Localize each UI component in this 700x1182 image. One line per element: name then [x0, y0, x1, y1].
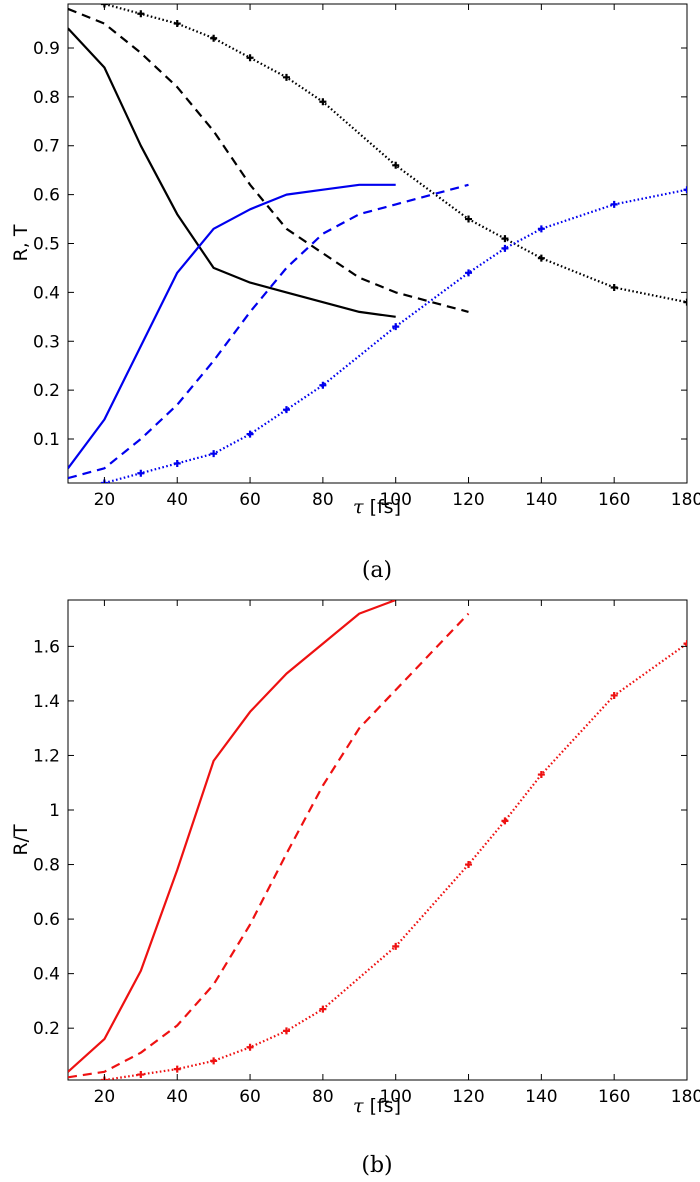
- panel-a-series-2-marker-1: [137, 10, 145, 18]
- panel-b: 20 40 60 80 100 120 140 160 180 0.2 0.4 0.6 0.8 1 1.2…: [10, 599, 700, 1178]
- panel-b-xtick-label-0: 20: [94, 1087, 116, 1107]
- panel-a-series-2-marker-6: [319, 98, 327, 106]
- panel-b-frame: [67, 599, 688, 1081]
- panel-b-ytick-label-2: 0.6: [33, 910, 60, 930]
- panel-b-ytick-label-5: 1.2: [33, 746, 60, 766]
- panel-a-series-2-marker-5: [282, 73, 290, 81]
- panel-b-series-2-marker-4: [246, 1043, 254, 1051]
- panel-b-series-2-marker-10: [537, 771, 545, 779]
- panel-a-series-4-line: [68, 183, 469, 480]
- panel-b-xtick-label-8: 180: [671, 1087, 700, 1107]
- panel-a-ytick-label-3: 0.4: [33, 283, 60, 303]
- panel-a-series-5-marker-11: [610, 200, 618, 208]
- panel-b-series-0-line: [68, 600, 397, 1073]
- panel-a-xtick-label-5: 120: [452, 490, 484, 510]
- panel-b-series: [68, 600, 687, 1080]
- panel-a-xtick-label-7: 160: [598, 490, 630, 510]
- panel-a-ytick-label-4: 0.5: [33, 235, 60, 255]
- panel-a-series-5-marker-7: [392, 323, 400, 331]
- panel-a-series-5-marker-5: [282, 406, 290, 414]
- panel-a-series-2-marker-4: [246, 54, 254, 62]
- panel-a-series-5-marker-2: [173, 459, 181, 467]
- panel-a-series-2-marker-9: [501, 235, 509, 243]
- panel-b-xlabel: τ [fs]: [353, 1095, 401, 1117]
- panel-a-ytick-label-2: 0.3: [33, 332, 60, 352]
- panel-b-series-2-marker-7: [392, 942, 400, 950]
- panel-a-series-5-marker-12: [683, 186, 687, 194]
- panel-a-series-2-marker-11: [610, 283, 618, 291]
- panel-b-ytick-label-1: 0.4: [33, 965, 60, 985]
- panel-b-ytick-label-0: 0.2: [33, 1019, 60, 1039]
- panel-b-series-2-marker-12: [683, 640, 687, 648]
- panel-a-series-2-marker-10: [537, 254, 545, 262]
- panel-b-xtick-label-4: 100: [379, 1087, 411, 1107]
- panel-a-ytick-label-6: 0.7: [33, 137, 60, 157]
- panel-a-series-0-line: [68, 27, 396, 318]
- panel-a-ytick-label-7: 0.8: [33, 88, 60, 108]
- panel-b-ytick-label-3: 0.8: [33, 856, 60, 876]
- panel-b-xtick-label-6: 140: [525, 1087, 557, 1107]
- panel-a-series-3-line: [68, 183, 396, 469]
- panel-b-series-2-marker-5: [282, 1027, 290, 1035]
- panel-b-series-2-marker-3: [210, 1057, 218, 1065]
- panel-b-xtick-label-7: 160: [598, 1087, 630, 1107]
- panel-a-series: [68, 4, 687, 483]
- panel-a-xtick-label-2: 60: [239, 490, 261, 510]
- panel-b-ytick-label-4: 1: [49, 801, 60, 821]
- panel-a-series-2-marker-2: [173, 20, 181, 28]
- panel-b-xtick-label-3: 80: [312, 1087, 334, 1107]
- panel-b-series-2-marker-9: [501, 817, 509, 825]
- panel-a-xtick-label-3: 80: [312, 490, 334, 510]
- panel-a-series-2-marker-3: [210, 34, 218, 42]
- panel-a-ylabel: R, T: [10, 224, 32, 261]
- panel-b-xtick-label-5: 120: [452, 1087, 484, 1107]
- panel-b-series-2-marker-11: [610, 691, 618, 699]
- panel-a-yticks: 0.1 0.2 0.3 0.4 0.5 0.6 0.7 0.8 0.9: [33, 39, 687, 450]
- panel-a-ytick-label-5: 0.6: [33, 186, 60, 206]
- panel-b-series-2-marker-2: [173, 1065, 181, 1073]
- panel-a-series-2-marker-8: [465, 215, 473, 223]
- panel-a-frame: [67, 3, 688, 484]
- panel-a-series-5-marker-4: [246, 430, 254, 438]
- panel-b-ytick-label-7: 1.6: [33, 637, 60, 657]
- panel-a-series-5-marker-8: [465, 269, 473, 277]
- panel-b-xticks: 20 40 60 80 100 120 140 160 180: [94, 600, 700, 1107]
- panel-a: 20 40 60 80 100 120 140 160 180 0.10.20.30.40.50…: [10, 3, 700, 583]
- panel-b-xtick-label-1: 40: [166, 1087, 188, 1107]
- panel-a-xtick-label-4: 100: [379, 490, 411, 510]
- panel-a-ytick-label-0: 0.1: [33, 430, 60, 450]
- panel-a-series-5-line: [104, 188, 687, 483]
- panel-a-xtick-label-6: 140: [525, 490, 557, 510]
- panel-a-caption: (a): [362, 558, 392, 583]
- panel-a-series-5-marker-9: [501, 244, 509, 252]
- panel-a-series-2-marker-7: [392, 161, 400, 169]
- panel-b-caption: (b): [361, 1153, 392, 1178]
- panel-a-ytick-label-1: 0.2: [33, 381, 60, 401]
- panel-b-xtick-label-2: 60: [239, 1087, 261, 1107]
- panel-a-series-1-line: [68, 7, 469, 313]
- panel-a-series-5-marker-3: [210, 450, 218, 458]
- panel-a-series-2-line: [104, 4, 687, 304]
- panel-a-series-5-marker-1: [137, 469, 145, 477]
- panel-b-ylabel: R/T: [10, 824, 32, 856]
- panel-a-xtick-label-0: 20: [94, 490, 116, 510]
- panel-a-ytick-label-8: 0.9: [33, 39, 60, 59]
- panel-a-xtick-label-8: 180: [671, 490, 700, 510]
- panel-b-series-2-marker-8: [465, 861, 473, 869]
- panel-b-series-2-line: [104, 642, 687, 1080]
- panel-a-series-2-marker-12: [683, 298, 687, 306]
- panel-b-ytick-label-6: 1.4: [33, 692, 60, 712]
- panel-b-series-1-line: [68, 612, 470, 1079]
- panel-a-series-5-marker-10: [537, 225, 545, 233]
- panel-a-xlabel: τ [fs]: [353, 496, 401, 518]
- panel-b-series-2-marker-1: [137, 1071, 145, 1079]
- panel-a-series-5-marker-6: [319, 381, 327, 389]
- panel-a-xticks: 20 40 60 80 100 120 140 160 180: [94, 4, 700, 510]
- panel-b-yticks: 0.2 0.4 0.6 0.8 1 1.2 1.4 1.6: [33, 637, 687, 1039]
- panel-a-xtick-label-1: 40: [166, 490, 188, 510]
- panel-b-series-2-marker-6: [319, 1005, 327, 1013]
